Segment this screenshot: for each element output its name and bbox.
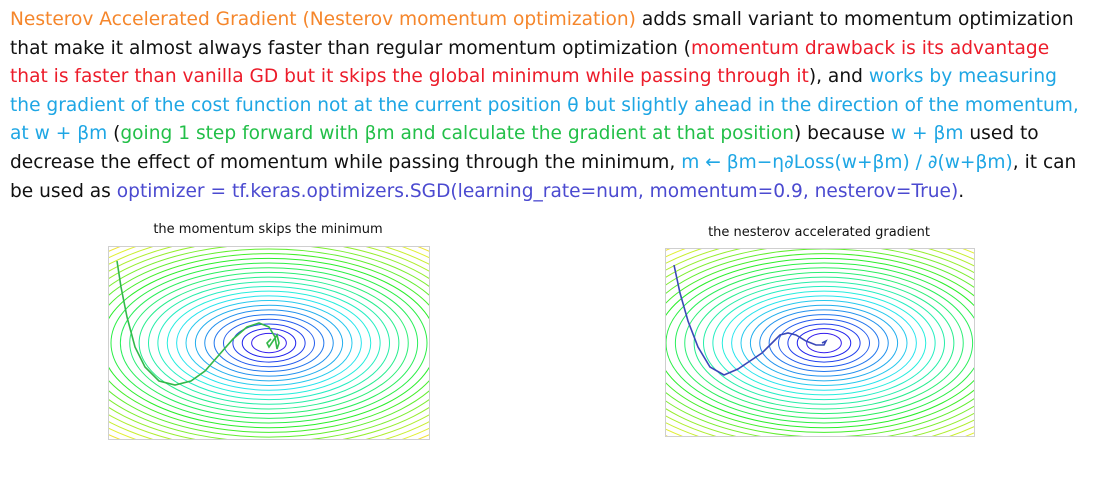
contour-line xyxy=(768,314,880,372)
nesterov-figure-title: the nesterov accelerated gradient xyxy=(708,225,930,240)
contour-line xyxy=(241,328,297,358)
contour-line xyxy=(684,271,964,415)
text-segment: ), and xyxy=(808,66,869,88)
momentum-figure-title: the momentum skips the minimum xyxy=(153,222,383,237)
paragraph-line: be used as optimizer = tf.keras.optimize… xyxy=(10,178,1094,207)
contour-line xyxy=(223,318,315,368)
contour-line xyxy=(213,314,325,372)
text-segment: works by measuring xyxy=(868,66,1057,88)
contour-line xyxy=(119,267,419,419)
contour-line xyxy=(787,323,861,363)
contour-line xyxy=(674,267,974,419)
contour-line xyxy=(712,285,936,401)
momentum-contour-plot xyxy=(108,246,430,440)
contour-line xyxy=(109,247,429,439)
text-segment: that is faster than vanilla GD but it sk… xyxy=(10,66,809,88)
contour-line xyxy=(109,247,429,439)
contour-line xyxy=(666,262,974,424)
contour-line xyxy=(109,247,429,439)
contour-plot-svg xyxy=(666,249,974,436)
contour-line xyxy=(109,247,429,439)
contour-line xyxy=(109,247,429,439)
contour-line xyxy=(251,332,287,354)
text-segment: that make it almost always faster than r… xyxy=(10,37,691,59)
contour-line xyxy=(721,290,927,396)
contour-line xyxy=(703,281,945,405)
contour-line xyxy=(166,290,372,396)
contour-line xyxy=(138,276,400,410)
contour-line xyxy=(148,281,390,405)
text-segment: adds small variant to momentum optimizat… xyxy=(635,9,1074,30)
text-segment: m ← βm−η∂Loss(w+βm) / ∂(w+βm) xyxy=(681,151,1013,173)
contour-line xyxy=(157,285,381,401)
contour-line xyxy=(109,247,429,439)
text-segment: w + βm xyxy=(890,123,964,145)
nesterov-contour-plot xyxy=(665,248,975,437)
contour-line xyxy=(176,295,362,391)
contour-line xyxy=(194,304,344,382)
optimizer-path xyxy=(116,260,280,386)
contour-line xyxy=(109,247,429,439)
text-segment: decrease the effect of momentum while pa… xyxy=(10,151,682,173)
text-segment: be used as xyxy=(10,180,117,202)
contour-line xyxy=(778,318,870,368)
paragraph-line: Nesterov Accelerated Gradient (Nesterov … xyxy=(10,6,1094,35)
contour-line xyxy=(204,309,334,377)
paragraph-line: decrease the effect of momentum while pa… xyxy=(10,149,1094,178)
paragraph-line: the gradient of the cost function not at… xyxy=(10,92,1094,121)
text-segment: ( xyxy=(107,123,121,145)
contour-line xyxy=(109,247,429,439)
contour-line xyxy=(666,257,974,429)
contour-line xyxy=(693,276,955,410)
text-segment: the gradient of the cost function not at… xyxy=(10,94,1079,116)
contour-line xyxy=(740,300,908,386)
text-segment: at w + βm xyxy=(10,123,108,145)
contour-line xyxy=(109,247,429,439)
contour-line xyxy=(129,271,409,415)
contour-line xyxy=(749,304,899,382)
explanation-paragraph: Nesterov Accelerated Gradient (Nesterov … xyxy=(10,6,1094,206)
contour-line xyxy=(796,328,852,358)
contour-line xyxy=(109,253,429,433)
contour-line xyxy=(232,323,306,363)
contour-line xyxy=(110,262,428,424)
text-segment: . xyxy=(958,180,965,202)
contour-line xyxy=(109,248,429,438)
contour-line xyxy=(109,247,429,439)
text-segment: ) because xyxy=(793,123,891,145)
contour-line xyxy=(109,257,429,429)
contour-line xyxy=(759,309,889,377)
text-segment: going 1 step forward with βm and calcula… xyxy=(120,123,794,145)
contour-line xyxy=(109,247,429,439)
text-segment: optimizer = tf.keras.optimizers.SGD(lear… xyxy=(116,180,959,202)
text-segment: Nesterov Accelerated Gradient (Nesterov … xyxy=(10,9,636,30)
contour-plot-svg xyxy=(109,247,429,439)
contour-line xyxy=(806,332,842,354)
paragraph-line: that is faster than vanilla GD but it sk… xyxy=(10,63,1094,92)
contour-line xyxy=(185,300,353,386)
text-segment: used to xyxy=(963,123,1039,145)
paragraph-line: at w + βm (going 1 step forward with βm … xyxy=(10,120,1094,149)
paragraph-line: that make it almost always faster than r… xyxy=(10,35,1094,64)
contour-line xyxy=(666,253,974,433)
text-segment: , it can xyxy=(1012,151,1077,173)
optimizer-path xyxy=(673,264,828,376)
text-segment: momentum drawback is its advantage xyxy=(690,37,1050,59)
contour-line xyxy=(109,247,429,439)
contour-line xyxy=(731,295,917,391)
contour-line xyxy=(109,247,429,439)
